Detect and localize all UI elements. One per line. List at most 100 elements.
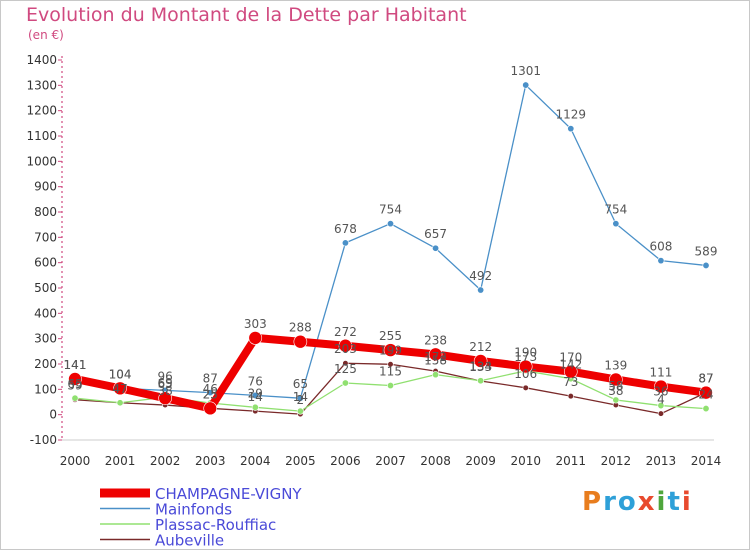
data-point bbox=[386, 382, 394, 390]
data-label: 203 bbox=[334, 342, 357, 356]
logo-letter: t bbox=[667, 487, 682, 517]
x-tick-label: 2002 bbox=[150, 454, 181, 468]
logo-letter: i bbox=[656, 487, 668, 517]
data-point bbox=[296, 407, 304, 415]
data-point bbox=[657, 402, 665, 410]
data-label: 288 bbox=[289, 321, 312, 335]
data-label: 139 bbox=[604, 358, 627, 372]
data-point bbox=[428, 347, 443, 362]
data-point bbox=[654, 379, 668, 394]
chart-data-labels: 141 104 96 87 76 65 678 754 657 492 1301 1129 754 608… bbox=[64, 64, 718, 407]
y-tick-label: 1100 bbox=[26, 129, 57, 143]
data-label: 104 bbox=[109, 367, 132, 381]
data-label: 46 bbox=[203, 382, 218, 396]
logo-letter: r bbox=[603, 487, 618, 517]
data-label: 141 bbox=[64, 358, 87, 372]
data-point bbox=[522, 81, 530, 89]
data-point bbox=[563, 364, 578, 379]
x-tick-label: 2008 bbox=[420, 454, 451, 468]
data-label: 87 bbox=[698, 372, 713, 386]
data-label: 657 bbox=[424, 227, 447, 241]
data-label: 65 bbox=[67, 377, 82, 391]
data-label: 170 bbox=[559, 351, 582, 365]
data-label: 47 bbox=[112, 382, 127, 396]
data-point bbox=[518, 359, 533, 374]
y-tick-label: 900 bbox=[34, 180, 57, 194]
data-label: 104 bbox=[109, 367, 132, 381]
data-label: 255 bbox=[379, 329, 402, 343]
data-label: 303 bbox=[244, 317, 267, 331]
data-label: 38 bbox=[608, 384, 623, 398]
x-tick-label: 2001 bbox=[105, 454, 136, 468]
y-tick-label: 500 bbox=[34, 281, 57, 295]
data-label: 492 bbox=[469, 269, 492, 283]
data-point bbox=[251, 403, 259, 411]
data-label: 25 bbox=[203, 387, 218, 401]
data-label: 87 bbox=[698, 372, 713, 386]
data-point bbox=[612, 220, 620, 228]
data-label: 24 bbox=[698, 388, 713, 402]
data-point bbox=[612, 396, 620, 404]
chart-title: Evolution du Montant de la Dette par Hab… bbox=[26, 4, 467, 26]
logo-letter: i bbox=[681, 487, 693, 517]
data-label: 158 bbox=[424, 354, 447, 368]
data-label: 73 bbox=[563, 375, 578, 389]
data-point bbox=[383, 343, 398, 357]
data-point bbox=[116, 399, 124, 407]
data-label: 754 bbox=[604, 203, 627, 217]
proxiti-logo: Proxiti bbox=[582, 487, 693, 517]
y-tick-label: 0 bbox=[49, 408, 57, 422]
data-label: 65 bbox=[158, 377, 173, 391]
data-point bbox=[68, 372, 82, 386]
data-label: 272 bbox=[334, 325, 357, 339]
logo-letter: o bbox=[617, 487, 638, 517]
data-point bbox=[609, 372, 623, 387]
data-label: 87 bbox=[203, 372, 218, 386]
data-point bbox=[338, 338, 353, 353]
data-label: 1301 bbox=[510, 64, 541, 78]
y-tick-label: 1300 bbox=[26, 78, 57, 92]
x-tick-label: 2011 bbox=[556, 454, 587, 468]
data-label: 134 bbox=[469, 360, 492, 374]
data-point bbox=[71, 394, 79, 402]
data-label: 58 bbox=[608, 379, 623, 393]
y-tick-label: 400 bbox=[34, 306, 57, 320]
x-tick-label: 2006 bbox=[330, 454, 361, 468]
y-tick-label: 200 bbox=[34, 357, 57, 371]
x-tick-label: 2014 bbox=[691, 454, 722, 468]
data-point bbox=[702, 261, 710, 269]
data-point bbox=[251, 391, 259, 399]
data-point bbox=[248, 331, 263, 345]
data-label: 111 bbox=[649, 366, 672, 380]
data-point bbox=[206, 389, 214, 397]
data-point bbox=[293, 334, 308, 349]
data-label: 96 bbox=[158, 369, 173, 383]
data-point bbox=[113, 381, 127, 396]
x-tick-label: 2013 bbox=[646, 454, 677, 468]
y-tick-label: 700 bbox=[34, 230, 57, 244]
legend-label: CHAMPAGNE-VIGNY bbox=[155, 485, 302, 503]
x-tick-label: 2000 bbox=[60, 454, 91, 468]
data-point bbox=[158, 391, 172, 406]
data-label: 125 bbox=[334, 362, 357, 376]
data-label: 14 bbox=[293, 390, 308, 404]
data-point bbox=[477, 377, 485, 385]
data-point bbox=[341, 379, 349, 387]
y-tick-label: 300 bbox=[34, 332, 57, 346]
data-label: 212 bbox=[469, 340, 492, 354]
data-point bbox=[477, 286, 485, 294]
data-label: 173 bbox=[514, 350, 537, 364]
data-label: 190 bbox=[514, 346, 537, 360]
data-point bbox=[341, 239, 349, 247]
data-label: 608 bbox=[649, 240, 672, 254]
data-label: 36 bbox=[653, 385, 668, 399]
data-label: 59 bbox=[67, 379, 82, 393]
chart-legend: CHAMPAGNE-VIGNYMainfondsPlassac-Rouffiac… bbox=[100, 485, 302, 550]
chart-axes: -100 0 100 200 300 400 500 600 700 800 900 1000 1100… bbox=[26, 53, 721, 468]
x-tick-label: 2007 bbox=[375, 454, 406, 468]
chart-series bbox=[68, 81, 713, 418]
data-point bbox=[522, 384, 529, 391]
y-tick-label: 800 bbox=[34, 205, 57, 219]
